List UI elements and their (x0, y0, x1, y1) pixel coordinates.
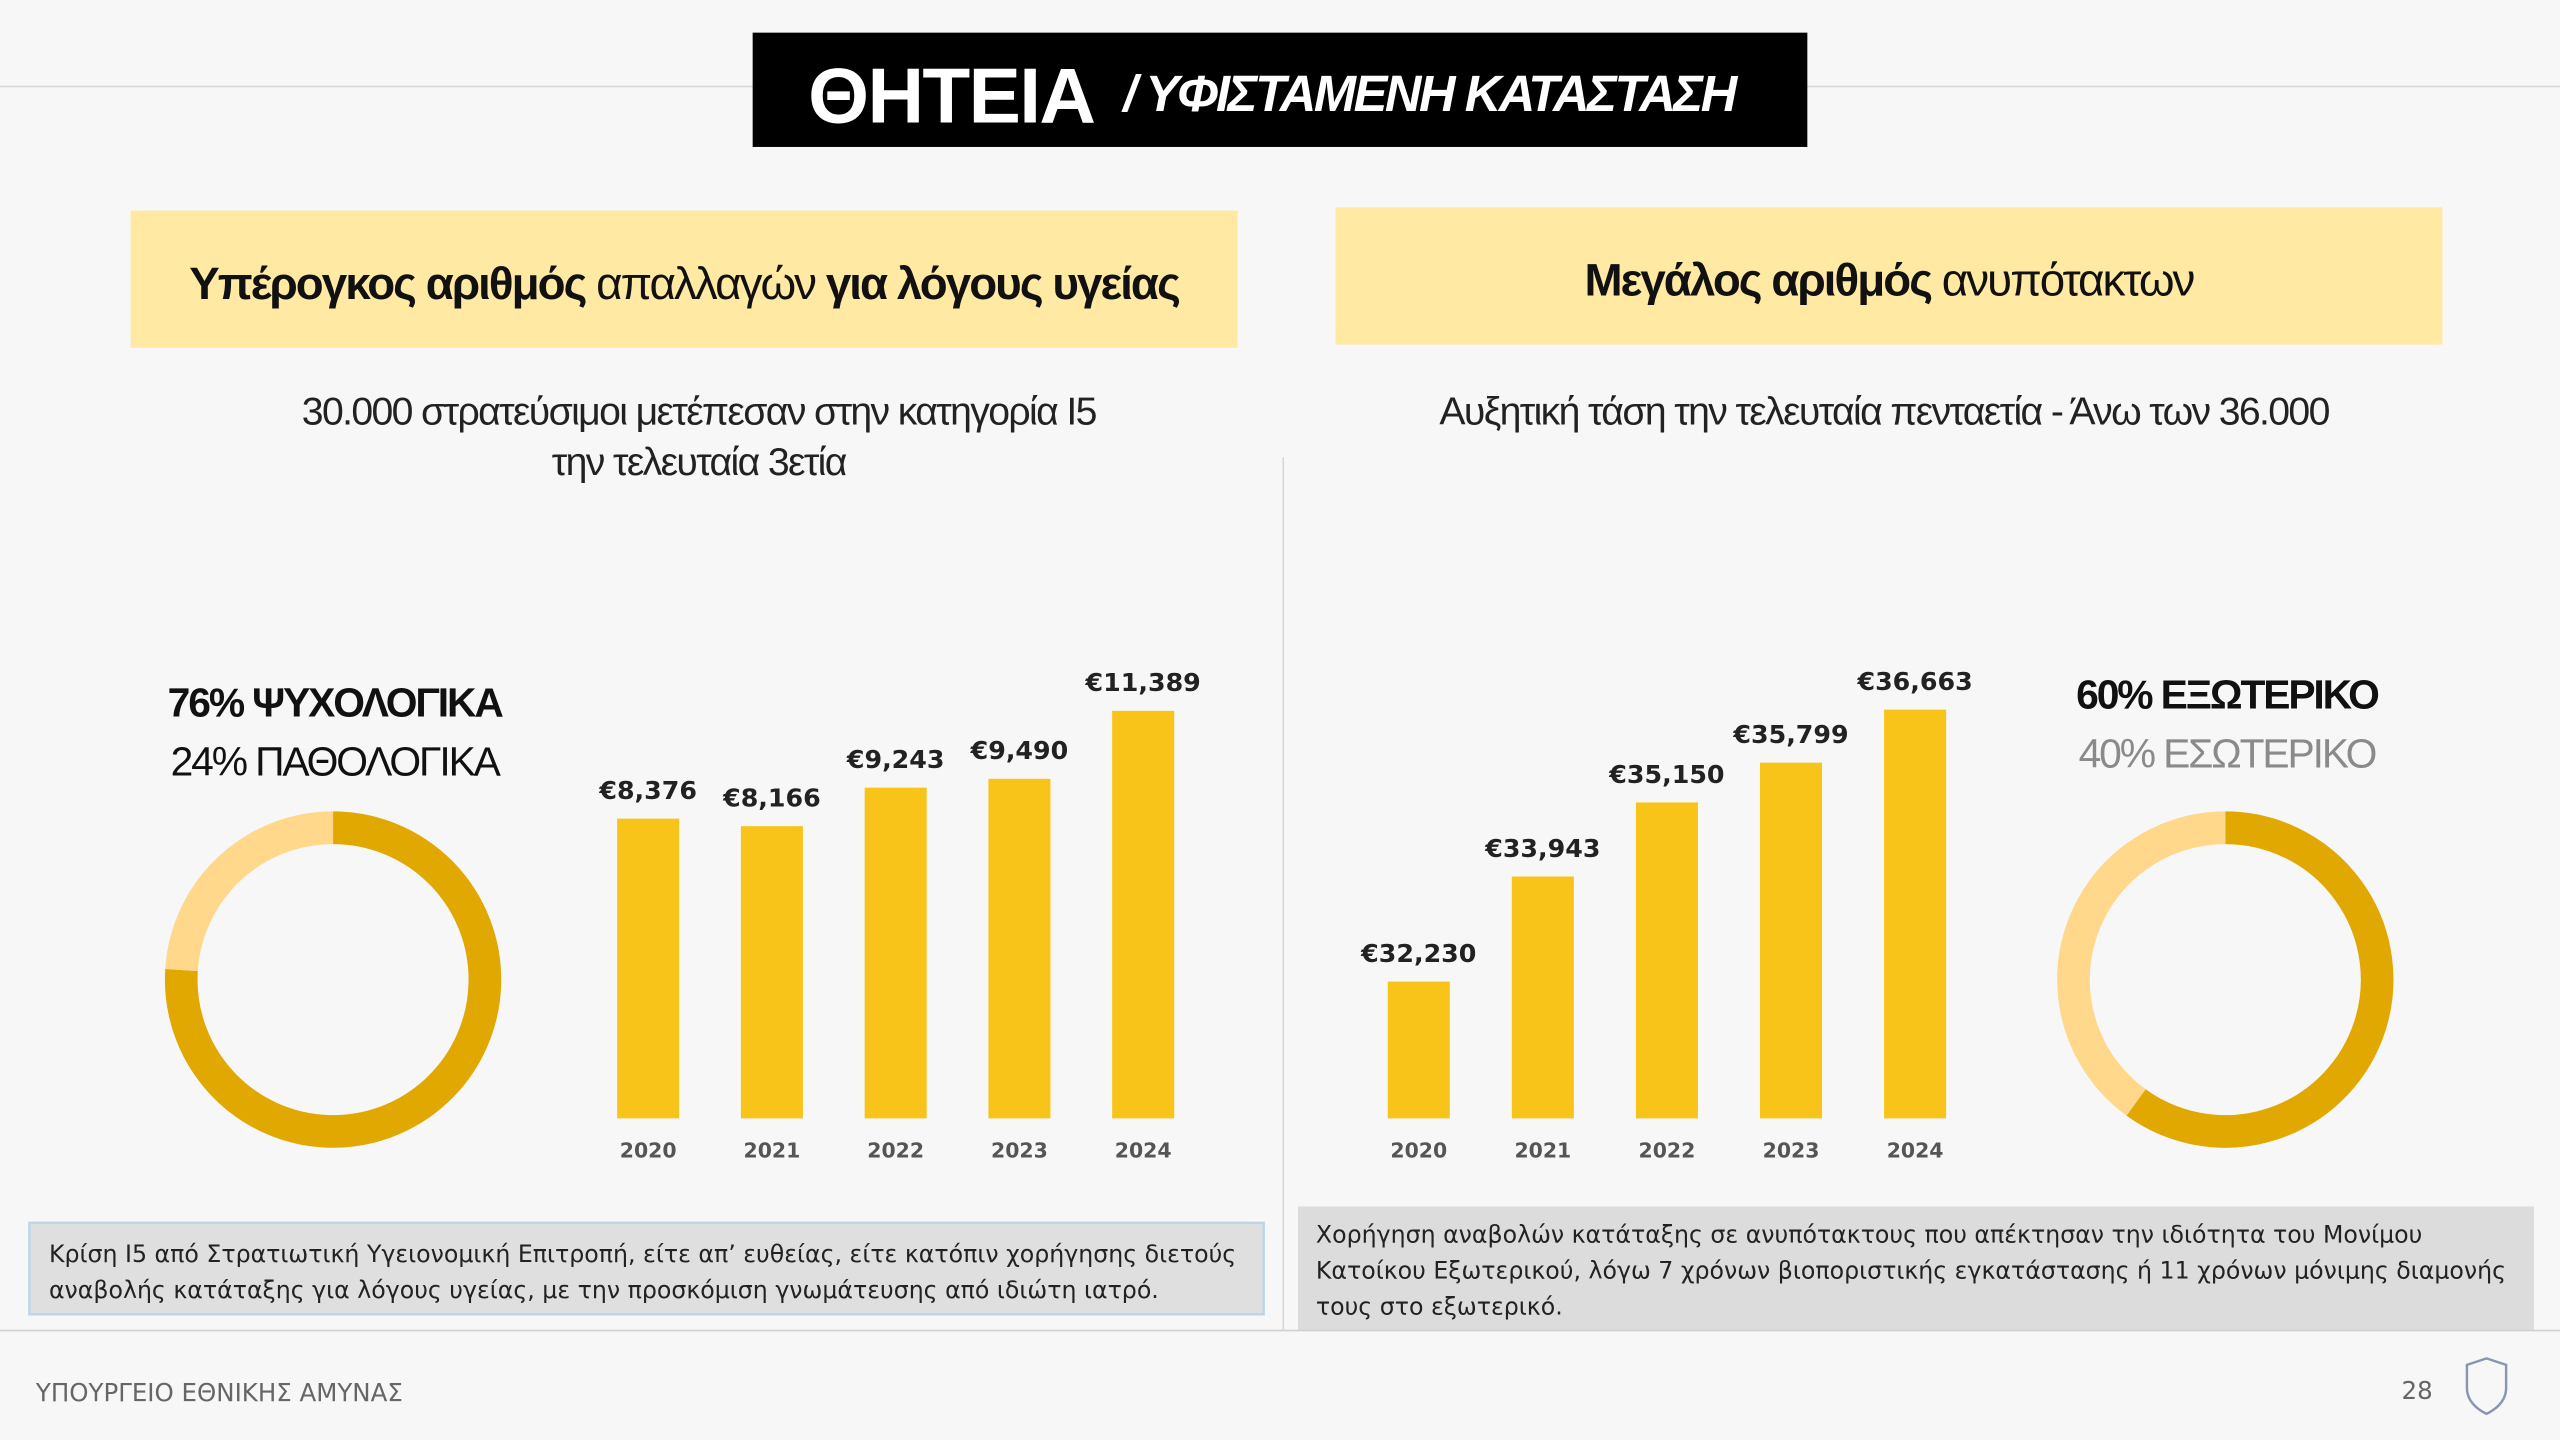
bar (1635, 802, 1698, 1119)
left-banner (130, 210, 1238, 348)
bar (1387, 981, 1450, 1119)
value-label: €9,243 (846, 745, 945, 774)
footer-ministry: ΥΠΟΥΡΓΕΙΟ ΕΘΝΙΚΗΣ ΑΜΥΝΑΣ (35, 1378, 403, 1407)
donut-segment (165, 811, 334, 972)
bar (740, 826, 803, 1119)
value-label: €35,150 (1608, 760, 1724, 789)
bar (864, 787, 927, 1119)
banner-segment: Υπέρογκος αριθμός (189, 258, 585, 309)
value-label: €8,166 (722, 784, 821, 813)
x-tick-label: 2022 (1639, 1139, 1696, 1163)
bar (1760, 762, 1823, 1119)
note-text: αναβολής κατάταξης για λόγους υγείας, με… (49, 1276, 1159, 1304)
value-label: €35,799 (1732, 720, 1848, 749)
banner-text: Υπέρογκος αριθμός απαλλαγών για λόγους υ… (189, 258, 1179, 309)
x-tick-label: 2023 (1763, 1139, 1820, 1163)
bar (988, 778, 1051, 1119)
banner-segment: απαλλαγών (585, 258, 825, 309)
page-number: 28 (2402, 1376, 2433, 1405)
value-label: €11,389 (1085, 668, 1201, 697)
donut-label: 60% ΕΞΩΤΕΡΙΚΟ (2076, 672, 2379, 718)
banner-text: Μεγάλος αριθμός ανυπότακτων (1585, 255, 2195, 306)
x-tick-label: 2024 (1115, 1139, 1172, 1163)
note-text: τους στο εξωτερικό. (1316, 1292, 1563, 1320)
banner-segment: για λόγους υγείας (826, 258, 1179, 309)
right-note-box (1297, 1206, 2534, 1331)
bar (617, 818, 680, 1119)
banner-segment: Μεγάλος αριθμός (1585, 255, 1932, 306)
title: ΘΗΤΕΙΑ (808, 51, 1094, 139)
title-box (752, 32, 1808, 147)
bar (1511, 876, 1574, 1119)
note-text: Κατοίκου Εξωτερικού, λόγω 7 χρόνων βιοπο… (1316, 1256, 2506, 1284)
bar (1112, 710, 1175, 1119)
x-tick-label: 2022 (867, 1139, 924, 1163)
x-tick-label: 2021 (1514, 1139, 1571, 1163)
donut-label: 24% ΠΑΘΟΛΟΓΙΚΑ (171, 739, 502, 785)
note-text: Χορήγηση αναβολών κατάταξης σε ανυπότακτ… (1316, 1220, 2422, 1248)
lead-text: 30.000 στρατεύσιμοι μετέπεσαν στην κατηγ… (302, 390, 1097, 433)
donut-label: 40% ΕΣΩΤΕΡΙΚΟ (2079, 730, 2376, 776)
bar (1884, 709, 1947, 1119)
emblem (2465, 1357, 2508, 1416)
donut-segment (2126, 811, 2394, 1148)
x-tick-label: 2021 (744, 1139, 801, 1163)
value-label: €32,230 (1360, 939, 1476, 968)
banner-segment: ανυπότακτων (1931, 255, 2194, 306)
left-note-box (28, 1221, 1265, 1316)
lead-text: την τελευταία 3ετία (552, 441, 847, 484)
donut-segment (2057, 811, 2226, 1116)
x-tick-label: 2020 (1390, 1139, 1447, 1163)
donut-segment (164, 811, 502, 1148)
value-label: €8,376 (598, 776, 697, 805)
value-label: €33,943 (1484, 834, 1600, 863)
subtitle: / ΥΦΙΣΤΑΜΕΝΗ ΚΑΤΑΣΤΑΣΗ (1121, 65, 1738, 122)
right-banner (1335, 207, 2443, 345)
value-label: €36,663 (1856, 667, 1972, 696)
x-tick-label: 2024 (1887, 1139, 1944, 1163)
lead-text: Αυξητική τάση την τελευταία πενταετία - … (1439, 390, 2329, 433)
donut-label: 76% ΨΥΧΟΛΟΓΙΚΑ (168, 680, 504, 726)
value-label: €9,490 (970, 736, 1069, 765)
note-text: Κρίση Ι5 από Στρατιωτική Υγειονομική Επι… (49, 1240, 1236, 1268)
x-tick-label: 2023 (991, 1139, 1048, 1163)
x-tick-label: 2020 (620, 1139, 677, 1163)
